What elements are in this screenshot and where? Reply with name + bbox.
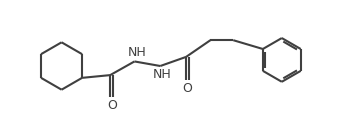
- Text: O: O: [183, 82, 193, 95]
- Text: NH: NH: [127, 46, 146, 59]
- Text: O: O: [107, 99, 116, 112]
- Text: NH: NH: [153, 68, 171, 81]
